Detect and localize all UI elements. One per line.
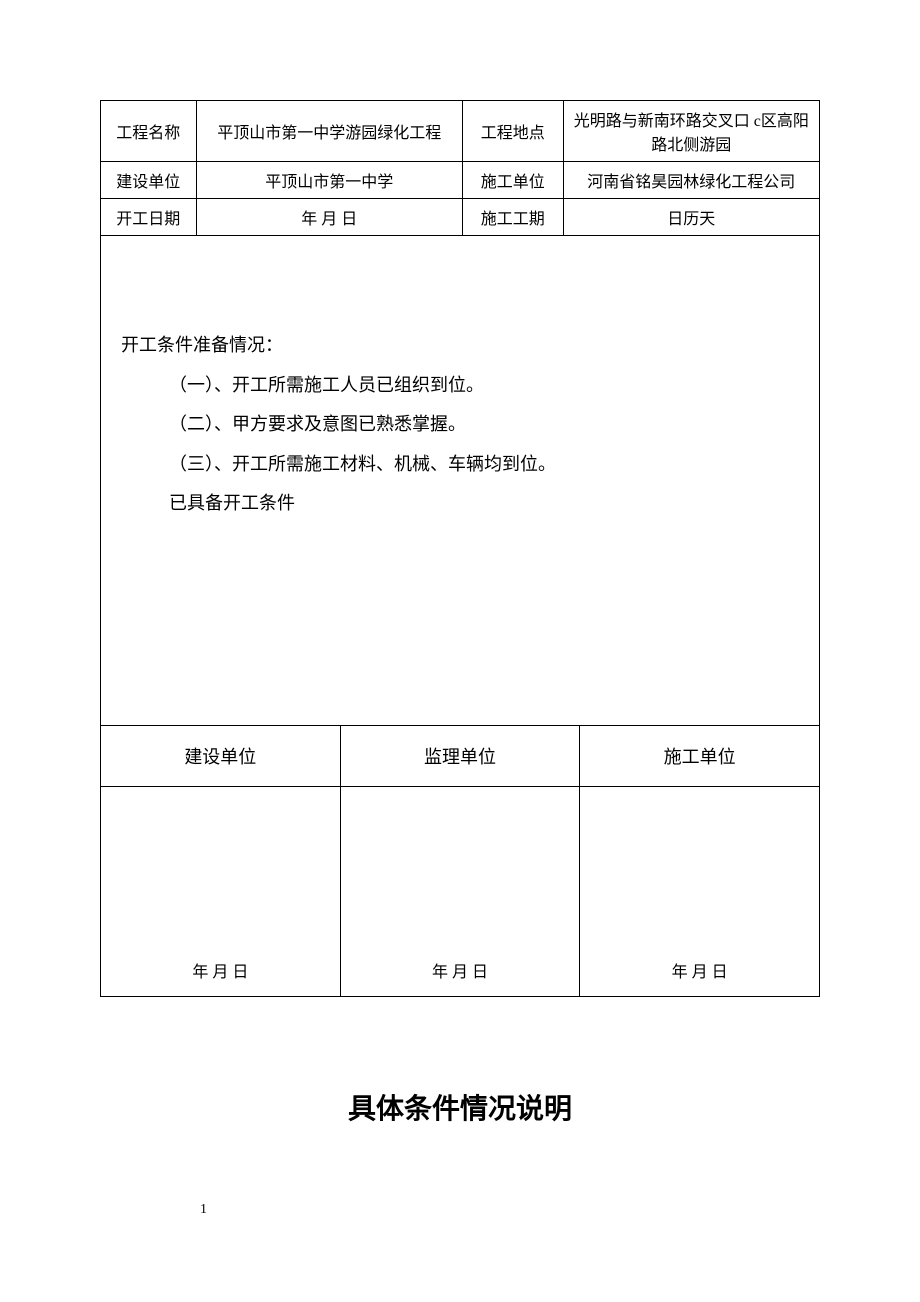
content-cell: 开工条件准备情况： （一）、开工所需施工人员已组织到位。 （二）、甲方要求及意图… [101, 236, 820, 726]
condition-item-3: （三）、开工所需施工材料、机械、车辆均到位。 [121, 445, 799, 485]
signature-header-row: 建设单位 监理单位 施工单位 [101, 726, 820, 786]
project-location-value: 光明路与新南环路交叉口 c区高阳路北侧游园 [563, 101, 819, 162]
contractor-value: 河南省铭昊园林绿化工程公司 [563, 162, 819, 199]
sig-col3-header: 施工单位 [580, 726, 820, 786]
sig-col1-header: 建设单位 [101, 726, 341, 786]
sig-col2-header: 监理单位 [340, 726, 580, 786]
signature-table: 建设单位 监理单位 施工单位 年 月 日 年 月 日 年 月 日 [100, 726, 820, 997]
condition-item-2: （二）、甲方要求及意图已熟悉掌握。 [121, 405, 799, 445]
signature-body-row: 年 月 日 年 月 日 年 月 日 [101, 786, 820, 996]
header-row-2: 建设单位 平顶山市第一中学 施工单位 河南省铭昊园林绿化工程公司 [101, 162, 820, 199]
sig-col1-date: 年 月 日 [101, 786, 341, 996]
conditions-title: 开工条件准备情况： [121, 326, 799, 366]
project-name-label: 工程名称 [101, 101, 197, 162]
start-date-label: 开工日期 [101, 199, 197, 236]
page-number: 1 [200, 1202, 207, 1218]
sig-col3-date: 年 月 日 [580, 786, 820, 996]
footer-title: 具体条件情况说明 [100, 1087, 820, 1127]
project-name-value: 平顶山市第一中学游园绿化工程 [196, 101, 462, 162]
project-location-label: 工程地点 [463, 101, 564, 162]
duration-value: 日历天 [563, 199, 819, 236]
start-date-value: 年 月 日 [196, 199, 462, 236]
condition-conclusion: 已具备开工条件 [121, 484, 799, 524]
construction-unit-label: 建设单位 [101, 162, 197, 199]
header-row-1: 工程名称 平顶山市第一中学游园绿化工程 工程地点 光明路与新南环路交叉口 c区高… [101, 101, 820, 162]
condition-item-1: （一）、开工所需施工人员已组织到位。 [121, 366, 799, 406]
sig-col2-date: 年 月 日 [340, 786, 580, 996]
content-row: 开工条件准备情况： （一）、开工所需施工人员已组织到位。 （二）、甲方要求及意图… [101, 236, 820, 726]
duration-label: 施工工期 [463, 199, 564, 236]
content-inner: 开工条件准备情况： （一）、开工所需施工人员已组织到位。 （二）、甲方要求及意图… [101, 236, 819, 544]
main-table: 工程名称 平顶山市第一中学游园绿化工程 工程地点 光明路与新南环路交叉口 c区高… [100, 100, 820, 726]
contractor-label: 施工单位 [463, 162, 564, 199]
header-row-3: 开工日期 年 月 日 施工工期 日历天 [101, 199, 820, 236]
construction-unit-value: 平顶山市第一中学 [196, 162, 462, 199]
document-page: { "header": { "row1": { "label1": "工程名称"… [100, 100, 820, 1262]
